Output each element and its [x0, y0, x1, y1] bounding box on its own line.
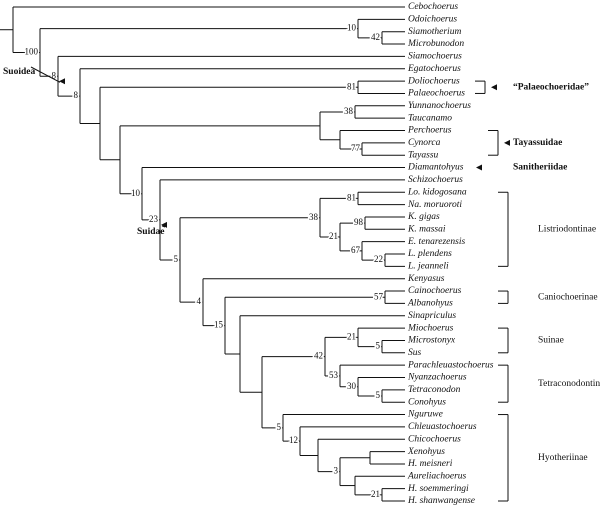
node-label: Suoidea	[3, 67, 35, 77]
pointer	[30, 66, 61, 83]
clade-label: Suinae	[538, 336, 564, 346]
support-value: 5	[174, 254, 179, 264]
taxon-label: Cainochoerus	[408, 286, 462, 296]
taxon-label: Albanohyus	[407, 299, 453, 309]
clade-label: “Palaeochoeridae”	[513, 81, 589, 92]
taxon-label: L. jeanneli	[407, 262, 449, 272]
support-value: 77	[351, 143, 361, 153]
support-value: 38	[344, 106, 354, 116]
taxon-label: K. massai	[407, 224, 446, 234]
support-value: 3	[334, 466, 339, 476]
support-value: 8	[52, 70, 57, 80]
taxon-label: Doliochoerus	[407, 76, 460, 86]
support-value: 21	[347, 331, 356, 341]
clade-label: Tayassuidae	[513, 138, 562, 148]
arrow	[59, 78, 65, 85]
taxon-label: Parachleuastochoerus	[407, 360, 494, 370]
taxon-label: Perchoerus	[407, 126, 452, 136]
taxon-label: Lo. kidogosana	[407, 187, 467, 197]
arrow	[504, 139, 510, 146]
support-value: 5	[277, 422, 282, 432]
support-value: 5	[376, 390, 381, 400]
taxon-label: K. gigas	[407, 212, 440, 222]
taxon-label: Na. moruoroti	[407, 200, 462, 210]
taxon-label: Xenohyus	[407, 447, 445, 457]
taxon-label: Conohyus	[408, 397, 446, 407]
taxon-label: Sinapriculus	[408, 311, 456, 321]
node-label: Suidae	[137, 227, 164, 237]
support-value: 10	[131, 188, 141, 198]
taxon-label: Tetraconodon	[408, 385, 461, 395]
taxon-label: H. meisneri	[407, 459, 453, 469]
taxon-label: Nyanzachoerus	[407, 373, 467, 383]
taxon-label: H. shanwangense	[407, 496, 475, 506]
arrow	[476, 164, 482, 171]
taxon-label: L. plendens	[407, 249, 452, 259]
taxon-label: Taucanamo	[408, 113, 452, 123]
support-value: 42	[371, 32, 380, 42]
support-value: 4	[197, 296, 202, 306]
support-value: 30	[347, 381, 357, 391]
support-value: 12	[289, 435, 298, 445]
taxon-label: Chleuastochoerus	[408, 422, 477, 432]
support-value: 15	[214, 320, 224, 330]
taxon-label: Cebochoerus	[408, 2, 458, 12]
clade-label: Listriodontinae	[538, 224, 596, 234]
support-value: 21	[371, 489, 380, 499]
taxon-label: Aureliachoerus	[407, 471, 467, 481]
taxon-label: Chicochoerus	[408, 434, 461, 444]
taxon-label: Miochoerus	[407, 323, 454, 333]
taxon-label: Nguruwe	[407, 410, 443, 420]
support-value: 5	[376, 341, 381, 351]
support-value: 8	[74, 90, 79, 100]
clade-label: Tetraconodontinae	[538, 379, 600, 389]
arrow	[491, 84, 497, 91]
clade-label: Sanitheriidae	[513, 163, 567, 173]
taxon-label: H. soemmeringi	[407, 484, 469, 494]
support-value: 23	[149, 214, 159, 224]
support-value: 57	[374, 291, 384, 301]
taxon-label: Egatochoerus	[407, 64, 461, 74]
clade-label: Hyotheriinae	[538, 453, 588, 463]
support-value: 38	[309, 212, 319, 222]
support-value: 42	[314, 351, 323, 361]
taxon-label: Sus	[408, 348, 422, 358]
support-value: 21	[329, 231, 338, 241]
taxon-label: E. tenarezensis	[407, 237, 465, 247]
taxon-label: Schizochoerus	[408, 175, 463, 185]
taxon-label: Siamochoerus	[408, 52, 462, 62]
pointer	[161, 225, 166, 228]
taxon-label: Odoichoerus	[408, 15, 457, 25]
support-value: 22	[374, 254, 383, 264]
taxon-label: Palaeochoerus	[407, 89, 465, 99]
support-value: 100	[25, 47, 39, 57]
support-value: 81	[347, 81, 356, 91]
taxon-label: Siamotherium	[408, 27, 461, 37]
arrow	[161, 221, 167, 228]
support-value: 67	[351, 245, 361, 255]
support-value: 10	[347, 23, 357, 33]
taxon-label: Tayassu	[408, 150, 439, 160]
taxon-label: Cynorca	[408, 138, 441, 148]
taxon-label: Yunnanochoerus	[408, 101, 471, 111]
support-value: 81	[347, 192, 356, 202]
taxon-label: Kenyasus	[407, 274, 445, 284]
taxon-label: Microbunodon	[407, 39, 464, 49]
taxon-label: Microstonyx	[407, 336, 456, 346]
support-value: 53	[329, 370, 339, 380]
clade-label: Caniochoerinae	[538, 292, 598, 302]
taxon-label: Diamantohyus	[407, 163, 464, 173]
support-value: 98	[354, 217, 364, 227]
